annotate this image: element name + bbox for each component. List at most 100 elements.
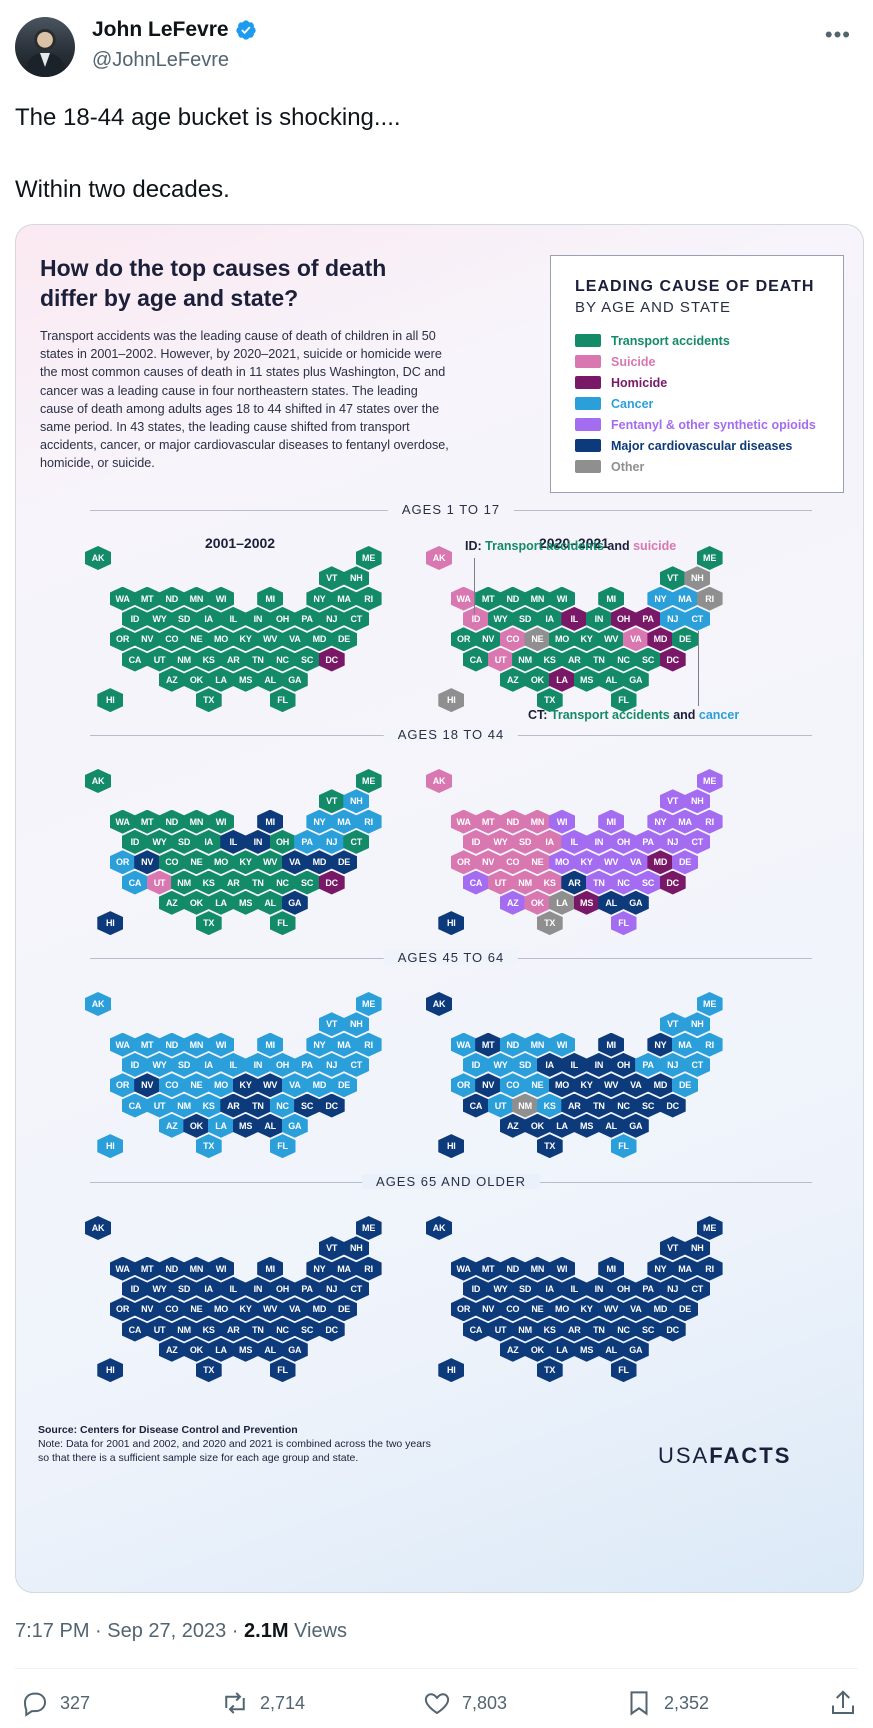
state-hex-or: OR [109, 1073, 136, 1098]
tweet-media-infographic[interactable]: How do the top causes of death differ by… [15, 224, 864, 1593]
tweet-timestamp[interactable]: 7:17 PM · Sep 27, 2023 · [15, 1620, 245, 1642]
state-hex-mi: MI [598, 1256, 625, 1281]
state-hex-wy: WY [146, 606, 173, 631]
state-hex-de: DE [331, 1297, 357, 1322]
state-hex-mi: MI [257, 586, 284, 611]
legend-label: Transport accidents [611, 333, 730, 348]
state-hex-nc: NC [610, 870, 637, 895]
state-hex-ak: AK [426, 992, 452, 1016]
state-hex-wi: WI [208, 809, 234, 834]
state-hex-wi: WI [208, 586, 234, 611]
verified-badge-icon [235, 20, 256, 40]
state-hex-ms: MS [573, 667, 600, 692]
state-hex-ia: IA [195, 829, 222, 854]
hexmap-left-group-2: AK ME VT NH WA MT ND MN WI MI NY MA RI ID WY SD IA IL IN OH… [85, 992, 385, 1182]
state-hex-wv: WV [257, 627, 284, 652]
state-hex-sd: SD [171, 1052, 198, 1077]
like-button[interactable]: 7,803 [422, 1688, 507, 1718]
state-hex-ct: CT [684, 1276, 711, 1301]
state-hex-ga: GA [281, 890, 308, 915]
brand-part-b: FACTS [709, 1443, 792, 1468]
state-hex-fl: FL [269, 1358, 296, 1383]
state-hex-fl: FL [610, 911, 637, 936]
state-hex-fl: FL [269, 1134, 296, 1159]
repost-count: 2,714 [260, 1692, 306, 1713]
state-hex-ri: RI [355, 1256, 382, 1281]
state-hex-ia: IA [536, 1052, 563, 1077]
state-hex-ny: NY [306, 1032, 333, 1057]
author-handle[interactable]: @JohnLeFevre [92, 49, 230, 71]
state-hex-ca: CA [462, 1317, 489, 1342]
state-hex-ca: CA [462, 1093, 489, 1118]
author-name[interactable]: John LeFevre [92, 18, 229, 41]
bookmark-count: 2,352 [664, 1692, 710, 1713]
more-options-icon[interactable]: ••• [824, 22, 851, 47]
state-hex-ny: NY [647, 809, 674, 834]
state-hex-ga: GA [281, 667, 308, 692]
state-hex-co: CO [499, 850, 526, 875]
state-hex-nc: NC [610, 1093, 637, 1118]
state-hex-ga: GA [281, 1337, 308, 1362]
annotation-prefix: ID: [465, 539, 486, 553]
bookmark-icon [630, 1691, 648, 1716]
state-hex-ok: OK [524, 1113, 551, 1138]
state-hex-nm: NM [171, 870, 198, 895]
hexmap-left-group-3: AK ME VT NH WA MT ND MN WI MI NY MA RI ID WY SD IA IL IN OH… [85, 1216, 385, 1406]
state-hex-az: AZ [499, 1337, 526, 1362]
state-hex-il: IL [561, 1052, 588, 1077]
state-hex-ri: RI [696, 1256, 723, 1281]
state-hex-la: LA [549, 667, 575, 692]
state-hex-va: VA [281, 1297, 308, 1322]
state-hex-wa: WA [109, 586, 136, 611]
state-hex-me: ME [696, 546, 723, 570]
state-hex-mi: MI [598, 586, 625, 611]
state-hex-ks: KS [536, 1093, 563, 1118]
state-hex-ak: AK [85, 992, 111, 1016]
state-hex-oh: OH [610, 1052, 637, 1077]
state-hex-tn: TN [585, 1317, 612, 1342]
repost-button[interactable]: 2,714 [220, 1688, 305, 1718]
state-hex-pa: PA [294, 606, 321, 631]
state-hex-nh: NH [684, 789, 711, 814]
state-hex-ny: NY [306, 809, 333, 834]
state-hex-mo: MO [549, 627, 575, 652]
state-hex-de: DE [672, 850, 698, 875]
reply-icon [23, 1692, 47, 1717]
state-hex-tn: TN [244, 870, 271, 895]
state-hex-ma: MA [331, 809, 357, 834]
reply-button[interactable]: 327 [20, 1688, 90, 1718]
source-label: Source: Centers for Disease Control and … [38, 1424, 298, 1436]
state-hex-nc: NC [610, 1317, 637, 1342]
views-count: 2.1M [244, 1620, 289, 1642]
state-hex-tn: TN [244, 1093, 271, 1118]
state-hex-wy: WY [487, 829, 514, 854]
age-group-divider: AGES 18 TO 44 [90, 727, 812, 743]
state-hex-ar: AR [220, 870, 247, 895]
legend-box: LEADING CAUSE OF DEATH BY AGE AND STATE … [550, 255, 844, 493]
state-hex-nd: ND [158, 586, 185, 611]
state-hex-oh: OH [610, 829, 637, 854]
state-hex-oh: OH [269, 1052, 296, 1077]
state-hex-pa: PA [294, 1276, 321, 1301]
state-hex-ct: CT [343, 829, 370, 854]
state-hex-ky: KY [573, 1297, 600, 1322]
state-hex-nd: ND [499, 586, 526, 611]
state-hex-nj: NJ [318, 1052, 345, 1077]
state-hex-al: AL [598, 1337, 625, 1362]
state-hex-il: IL [220, 606, 247, 631]
state-hex-il: IL [561, 1276, 588, 1301]
state-hex-in: IN [244, 1052, 271, 1077]
state-hex-nm: NM [512, 1093, 539, 1118]
bookmark-button[interactable]: 2,352 [624, 1688, 709, 1718]
state-hex-ar: AR [561, 1317, 588, 1342]
state-hex-ms: MS [232, 890, 259, 915]
state-hex-wa: WA [450, 1256, 477, 1281]
author-avatar[interactable] [15, 17, 75, 77]
state-hex-ma: MA [331, 1032, 357, 1057]
state-hex-ri: RI [355, 809, 382, 834]
legend-item: Transport accidents [575, 330, 816, 351]
state-hex-co: CO [158, 1297, 185, 1322]
share-button[interactable] [828, 1688, 858, 1718]
legend-subtitle: BY AGE AND STATE [575, 299, 732, 316]
hexmap-left-group-1: AK ME VT NH WA MT ND MN WI MI NY MA RI ID WY SD IA IL IN OH… [85, 769, 385, 959]
